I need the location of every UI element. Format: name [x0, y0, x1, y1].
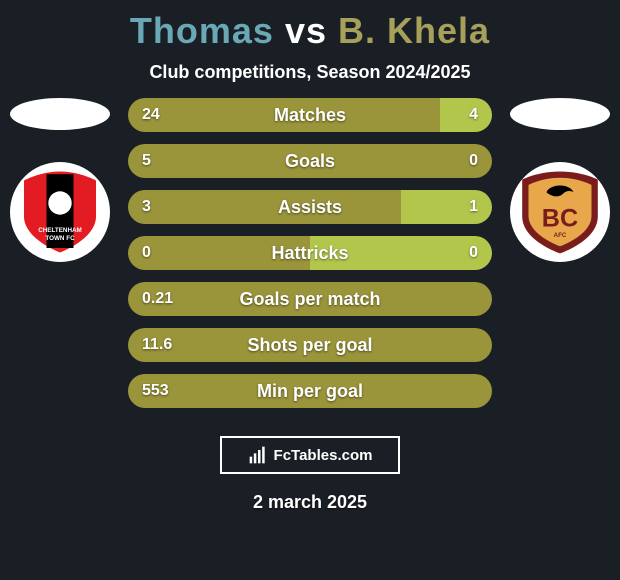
svg-text:BC: BC [542, 204, 578, 232]
right-country-flag [510, 98, 610, 130]
metric-label: Goals per match [128, 289, 492, 310]
svg-text:CHELTENHAM: CHELTENHAM [38, 227, 82, 234]
subtitle: Club competitions, Season 2024/2025 [0, 62, 620, 83]
right-club-badge: BC AFC [510, 162, 610, 262]
left-country-flag [10, 98, 110, 130]
metric-label: Matches [128, 105, 492, 126]
bradford-crest-icon: BC AFC [515, 167, 605, 257]
metric-row: 11.6Shots per goal [128, 328, 492, 362]
metric-label: Shots per goal [128, 335, 492, 356]
svg-text:AFC: AFC [554, 232, 567, 239]
date-text: 2 march 2025 [0, 492, 620, 513]
left-side: CHELTENHAM TOWN FC [0, 98, 120, 262]
metric-row: 0Hattricks0 [128, 236, 492, 270]
chart-icon [248, 445, 268, 465]
page-title: Thomas vs B. Khela [0, 0, 620, 52]
left-club-badge: CHELTENHAM TOWN FC [10, 162, 110, 262]
metric-row: 24Matches4 [128, 98, 492, 132]
value-right: 4 [469, 106, 478, 124]
right-side: BC AFC [500, 98, 620, 262]
metric-row: 0.21Goals per match [128, 282, 492, 316]
metric-label: Assists [128, 197, 492, 218]
main-content: CHELTENHAM TOWN FC 24Matches4 5Goals0 3Ass… [0, 98, 620, 420]
value-right: 0 [469, 152, 478, 170]
player2-name: B. Khela [338, 10, 490, 51]
metric-label: Min per goal [128, 381, 492, 402]
vs-text: vs [285, 10, 327, 51]
svg-text:TOWN FC: TOWN FC [45, 235, 75, 242]
value-right: 0 [469, 244, 478, 262]
comparison-bars: 24Matches45Goals03Assists10Hattricks00.2… [120, 98, 500, 420]
brand-text: FcTables.com [274, 447, 373, 464]
metric-row: 553Min per goal [128, 374, 492, 408]
metric-label: Goals [128, 151, 492, 172]
metric-row: 3Assists1 [128, 190, 492, 224]
brand-box[interactable]: FcTables.com [220, 436, 400, 474]
player1-name: Thomas [130, 10, 274, 51]
cheltenham-crest-icon: CHELTENHAM TOWN FC [15, 167, 105, 257]
metric-label: Hattricks [128, 243, 492, 264]
metric-row: 5Goals0 [128, 144, 492, 178]
value-right: 1 [469, 198, 478, 216]
